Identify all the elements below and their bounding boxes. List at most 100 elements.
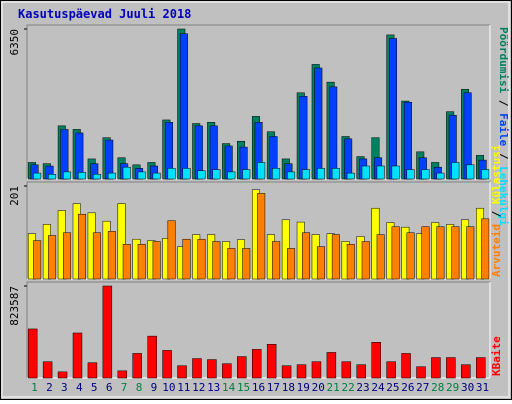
- y-tick-label: 6350: [8, 29, 21, 56]
- legend-entry: Külastusi: [490, 144, 503, 204]
- bar: [476, 357, 486, 379]
- bar: [316, 246, 325, 280]
- bar: [346, 244, 355, 280]
- bar: [481, 169, 490, 180]
- bar: [177, 365, 187, 379]
- bar: [197, 170, 206, 180]
- bar: [451, 226, 460, 280]
- bar: [179, 33, 188, 180]
- x-tick-label: 14: [222, 381, 236, 394]
- bar: [107, 172, 116, 180]
- bar: [403, 101, 412, 180]
- x-tick-label: 15: [237, 381, 250, 394]
- bar: [376, 234, 385, 280]
- x-tick-label: 12: [192, 381, 205, 394]
- bar: [27, 328, 38, 379]
- x-tick-label: 13: [207, 381, 220, 394]
- bar: [406, 169, 415, 180]
- x-tick-label: 8: [136, 381, 143, 394]
- bar: [446, 357, 456, 379]
- legend-entry: Arvuteid: [490, 224, 503, 277]
- chart-title: Kasutuspäevad Juuli 2018: [18, 7, 191, 21]
- bar: [431, 357, 441, 379]
- x-tick-label: 26: [401, 381, 414, 394]
- x-tick-label: 4: [76, 381, 83, 394]
- x-tick-label: 30: [461, 381, 474, 394]
- bar: [436, 172, 445, 180]
- bar: [257, 162, 266, 180]
- bar: [272, 241, 281, 280]
- bar: [391, 226, 400, 280]
- x-tick-label: 18: [282, 381, 295, 394]
- legend-separator: /: [497, 146, 510, 166]
- x-tick-label: 16: [252, 381, 265, 394]
- legend-entry: Pöördumisi: [497, 27, 510, 94]
- x-tick-label: 1: [31, 381, 38, 394]
- x-tick-label: 3: [61, 381, 68, 394]
- bar: [212, 169, 221, 180]
- bar: [107, 231, 116, 280]
- legend: Pöördumisi / Faile / Lehekülgi: [497, 27, 510, 226]
- bar: [361, 241, 370, 280]
- bar: [287, 171, 296, 180]
- x-tick-label: 2: [46, 381, 53, 394]
- bar: [152, 172, 161, 180]
- bar: [371, 342, 381, 379]
- bar: [389, 38, 397, 180]
- bar: [57, 371, 68, 379]
- bar: [376, 165, 385, 180]
- legend: KBaite: [490, 336, 503, 376]
- bar: [227, 248, 236, 280]
- bar: [92, 174, 101, 180]
- bar: [75, 132, 84, 180]
- bar: [466, 164, 475, 180]
- bar: [331, 234, 340, 280]
- bar: [421, 226, 430, 280]
- x-tick-label: 17: [267, 381, 280, 394]
- bar: [33, 240, 42, 280]
- bar: [227, 171, 236, 180]
- bar: [192, 358, 202, 379]
- bar: [117, 370, 128, 379]
- bar: [281, 365, 292, 379]
- x-tick-label: 22: [341, 381, 354, 394]
- x-tick-label: 20: [312, 381, 325, 394]
- bar: [92, 232, 101, 280]
- bar: [331, 168, 340, 180]
- bar: [296, 364, 307, 379]
- y-tick-label: 823587: [8, 286, 21, 326]
- bar: [466, 226, 475, 280]
- bar: [122, 166, 131, 180]
- bar: [182, 168, 191, 180]
- legend: Arvuteid / Külastusi: [490, 144, 503, 277]
- bar: [117, 203, 126, 280]
- bar: [421, 169, 430, 180]
- bar: [391, 165, 400, 180]
- bar: [287, 248, 296, 280]
- bar: [137, 244, 146, 280]
- bar: [42, 361, 53, 379]
- bevel: [1, 1, 510, 398]
- bar: [207, 359, 217, 379]
- bar: [416, 366, 426, 379]
- bar: [341, 361, 352, 379]
- bar: [237, 356, 247, 379]
- bar: [167, 220, 176, 280]
- bar: [356, 364, 366, 379]
- bar: [302, 232, 310, 280]
- x-tick-label: 28: [431, 381, 444, 394]
- bar: [72, 332, 83, 379]
- legend-entry: Lehekülgi: [497, 166, 510, 226]
- bar: [167, 168, 176, 180]
- bar: [406, 232, 415, 280]
- bar: [60, 129, 69, 180]
- x-tick-label: 31: [476, 381, 489, 394]
- x-tick-label: 24: [371, 381, 385, 394]
- bar: [401, 353, 411, 379]
- bar: [77, 213, 86, 280]
- x-tick-label: 11: [177, 381, 190, 394]
- bar: [242, 169, 251, 180]
- bar: [182, 238, 191, 280]
- x-tick-label: 29: [446, 381, 459, 394]
- bar: [251, 349, 262, 379]
